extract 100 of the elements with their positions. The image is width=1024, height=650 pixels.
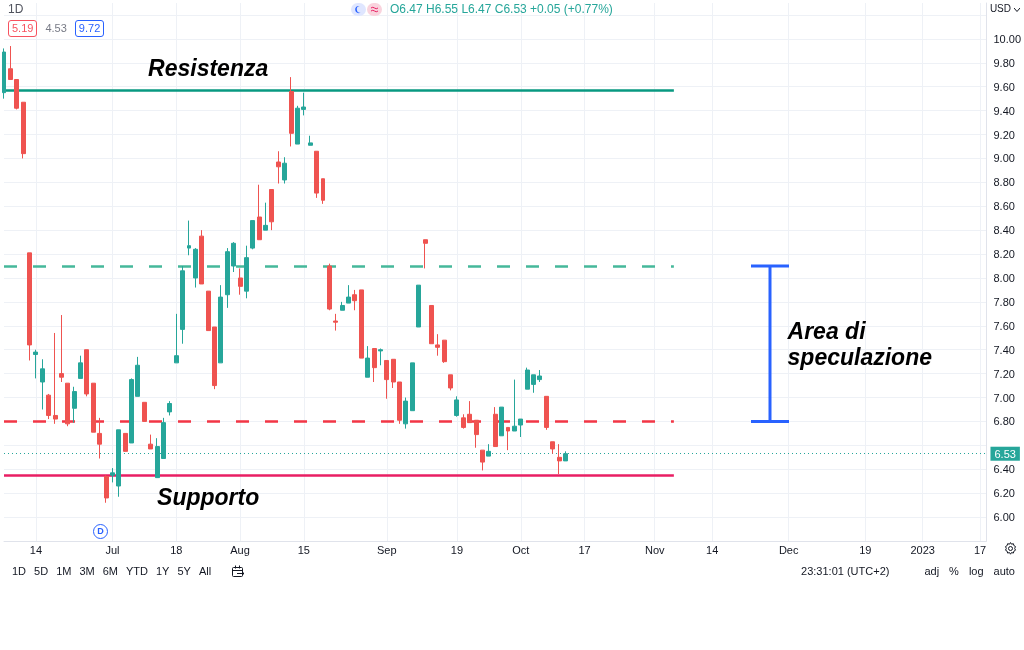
candlestick	[480, 449, 485, 471]
y-tick-label: 6.80	[993, 415, 1015, 428]
chart-title: 1D	[8, 2, 24, 16]
x-tick-label: Sep	[376, 543, 397, 556]
candlestick	[289, 76, 294, 147]
candlestick	[250, 220, 255, 250]
candlestick	[276, 150, 281, 185]
candlestick	[148, 434, 153, 450]
text: auto	[992, 565, 1016, 579]
text: 3M	[78, 565, 96, 579]
candlestick	[403, 397, 408, 430]
candlestick	[372, 348, 377, 383]
candlestick	[333, 313, 338, 332]
x-tick-label: Oct	[512, 543, 530, 556]
candlestick	[78, 355, 83, 379]
annotation: D	[93, 524, 108, 539]
text: 6M	[101, 565, 119, 579]
x-tick-label: 19	[859, 543, 872, 556]
candlestick	[218, 284, 223, 364]
candlestick	[365, 345, 370, 378]
candlestick	[448, 374, 453, 391]
x-tick-label: 2023	[910, 543, 935, 556]
candlestick	[506, 426, 510, 451]
candlestick	[2, 47, 6, 100]
text: 23:31:01 (UTC+2)	[801, 565, 890, 579]
candlestick	[557, 443, 562, 475]
candlestick	[550, 441, 555, 455]
candlestick	[493, 406, 498, 448]
candlestick	[84, 349, 89, 397]
y-tick-label: 6.40	[993, 463, 1015, 476]
candlestick	[238, 267, 243, 296]
candlestick	[340, 301, 345, 311]
candlestick	[46, 393, 51, 420]
candlestick	[346, 284, 351, 304]
candlestick	[27, 252, 32, 361]
candlestick	[435, 333, 440, 357]
text: YTD	[124, 565, 149, 579]
candlestick	[244, 245, 249, 299]
candlestick	[512, 379, 517, 432]
candlestick	[257, 184, 262, 241]
text: 1Y	[154, 565, 171, 579]
candlestick	[518, 418, 523, 438]
y-tick-label: 7.80	[993, 295, 1015, 308]
text: 1D	[11, 565, 28, 579]
x-tick-label: Jul	[105, 543, 120, 556]
y-tick-label: 6.00	[993, 511, 1015, 524]
text: All	[197, 565, 213, 579]
x-tick-label: 15	[297, 543, 310, 556]
annotation: 9.72	[74, 20, 105, 38]
candlestick	[91, 382, 96, 433]
candlestick	[314, 150, 319, 199]
candlestick	[123, 432, 128, 452]
candlestick	[180, 265, 185, 345]
y-tick-label: 6.20	[993, 487, 1015, 500]
candlestick	[167, 400, 172, 416]
y-tick-label: 8.60	[993, 200, 1015, 213]
y-tick-label: 8.80	[993, 176, 1015, 189]
candlestick	[65, 382, 70, 427]
y-tick-label: 9.00	[993, 152, 1015, 165]
candlestick	[263, 202, 268, 231]
candlestick	[544, 395, 549, 431]
candlestick	[378, 348, 383, 366]
candlestick	[359, 289, 364, 359]
candlestick	[174, 313, 179, 364]
x-tick-label: 17	[578, 543, 591, 556]
candlestick	[97, 417, 102, 460]
candlestick	[104, 474, 109, 504]
candlestick	[429, 304, 434, 345]
candlestick	[21, 101, 26, 159]
candlestick	[53, 332, 58, 425]
x-tick-label: Aug	[230, 543, 250, 556]
candlestick	[384, 359, 389, 400]
text: adj	[923, 565, 941, 579]
y-axis-title: USD	[989, 3, 1011, 15]
y-tick-label: 8.00	[993, 271, 1015, 284]
x-tick-label: Nov	[644, 543, 666, 556]
y-tick-label: 7.40	[993, 343, 1015, 356]
y-tick-label: 9.80	[993, 56, 1015, 69]
candlestick	[59, 314, 64, 383]
candlestick	[282, 156, 287, 185]
y-tick-label: 8.20	[993, 248, 1015, 261]
candlestick	[199, 229, 204, 285]
y-tick-label: 7.20	[993, 367, 1015, 380]
text: log	[967, 565, 985, 579]
candlestick	[499, 406, 504, 437]
x-tick-label: 18	[170, 543, 183, 556]
ref-line-label: Resistenza	[148, 55, 269, 83]
annotation: 5.19	[8, 20, 38, 38]
text: 5Y	[176, 565, 192, 579]
text: %	[948, 565, 960, 579]
candlestick	[423, 239, 428, 269]
y-tick-label: 8.40	[993, 224, 1015, 237]
candlestick	[40, 358, 45, 410]
text: 1M	[55, 565, 73, 579]
candlestick	[33, 349, 38, 379]
chart-subtitle: O6.47 H6.55 L6.47 C6.53 +0.05 (+0.77%)	[390, 2, 613, 16]
x-tick-label: 14	[706, 543, 719, 556]
candlestick	[352, 289, 357, 311]
ref-line-label: Supporto	[157, 484, 260, 512]
candlestick	[416, 284, 421, 328]
